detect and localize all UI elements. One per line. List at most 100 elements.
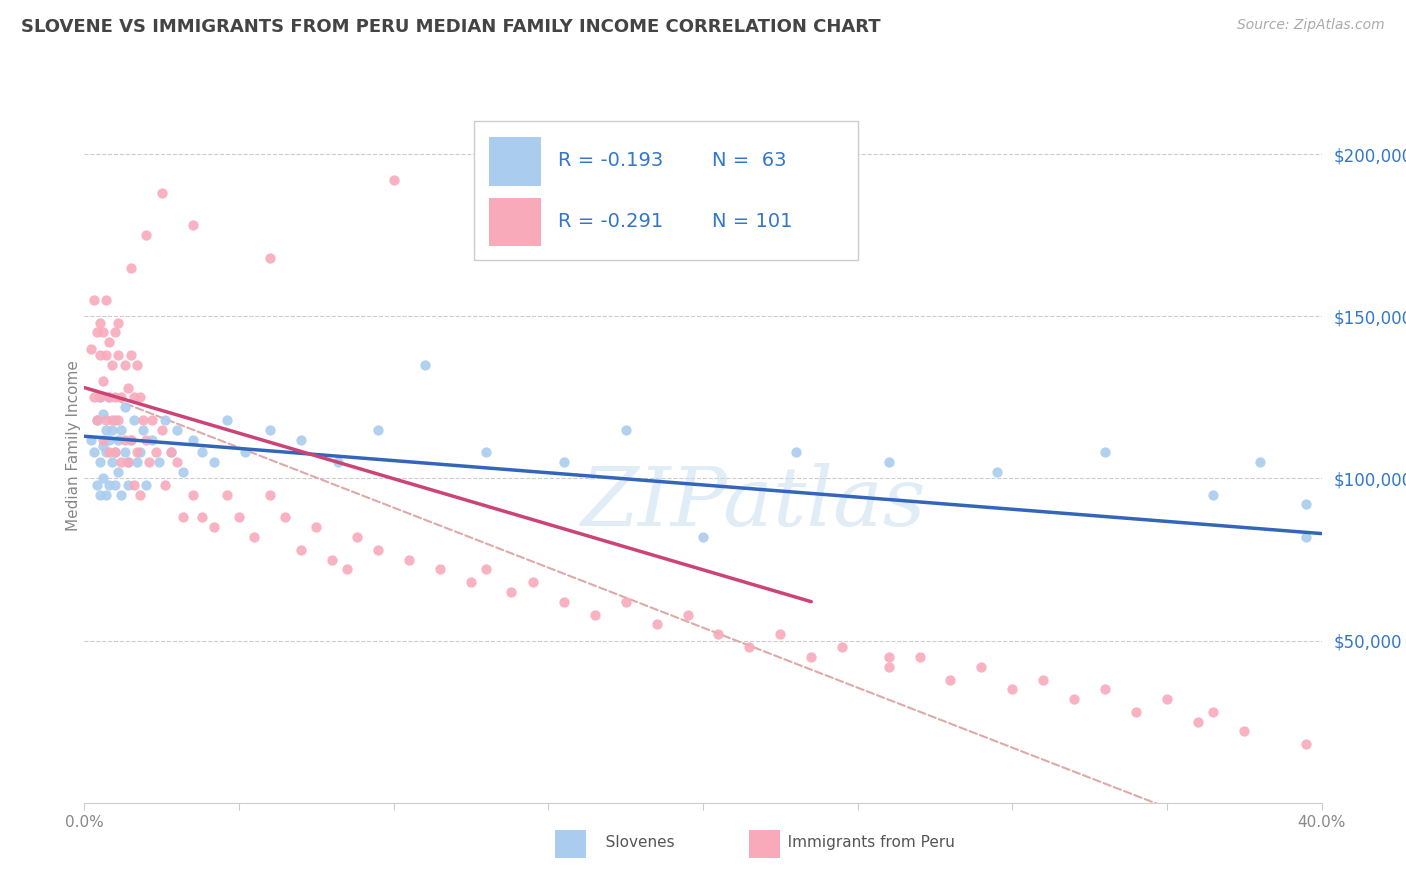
- Point: [145, 445, 167, 459]
- Point: [259, 251, 281, 265]
- Point: [135, 478, 157, 492]
- Point: [114, 445, 136, 459]
- Point: [89, 316, 111, 330]
- Point: [110, 488, 132, 502]
- Point: [336, 562, 359, 576]
- Point: [110, 423, 132, 437]
- Point: [98, 478, 121, 492]
- Point: [908, 649, 931, 664]
- Point: [553, 595, 575, 609]
- Point: [125, 358, 148, 372]
- Point: [114, 358, 136, 372]
- Point: [290, 433, 312, 447]
- Point: [191, 510, 214, 524]
- Point: [83, 390, 105, 404]
- Point: [398, 552, 420, 566]
- Text: SLOVENE VS IMMIGRANTS FROM PERU MEDIAN FAMILY INCOME CORRELATION CHART: SLOVENE VS IMMIGRANTS FROM PERU MEDIAN F…: [21, 18, 880, 36]
- Point: [135, 433, 157, 447]
- Point: [83, 445, 105, 459]
- Point: [125, 455, 148, 469]
- Point: [1295, 497, 1317, 511]
- Point: [501, 585, 523, 599]
- Point: [305, 520, 328, 534]
- Point: [135, 228, 157, 243]
- Point: [94, 348, 117, 362]
- Point: [614, 195, 637, 210]
- Point: [1295, 530, 1317, 544]
- Point: [191, 445, 214, 459]
- Point: [202, 520, 225, 534]
- Point: [202, 455, 225, 469]
- Point: [114, 433, 136, 447]
- Point: [1094, 445, 1116, 459]
- Point: [91, 407, 114, 421]
- Point: [107, 465, 129, 479]
- Point: [939, 673, 962, 687]
- Point: [89, 348, 111, 362]
- Point: [215, 413, 238, 427]
- Point: [1125, 705, 1147, 719]
- Point: [150, 186, 173, 200]
- Point: [877, 649, 900, 664]
- Point: [274, 510, 297, 524]
- Point: [692, 530, 714, 544]
- Y-axis label: Median Family Income: Median Family Income: [66, 360, 80, 532]
- Point: [160, 445, 183, 459]
- Point: [148, 455, 170, 469]
- Point: [346, 530, 368, 544]
- Point: [98, 433, 121, 447]
- Point: [104, 390, 127, 404]
- Point: [91, 326, 114, 340]
- Text: Slovenes: Slovenes: [591, 836, 673, 850]
- Point: [129, 488, 152, 502]
- Point: [94, 413, 117, 427]
- Point: [114, 400, 136, 414]
- Point: [98, 390, 121, 404]
- Point: [150, 423, 173, 437]
- Text: N =  63: N = 63: [711, 151, 786, 170]
- Point: [104, 445, 127, 459]
- Point: [1187, 714, 1209, 729]
- Point: [738, 640, 761, 654]
- Point: [117, 455, 139, 469]
- Text: ZIPatlas: ZIPatlas: [579, 463, 925, 543]
- Point: [153, 478, 176, 492]
- Point: [120, 433, 142, 447]
- Point: [125, 445, 148, 459]
- Point: [120, 260, 142, 275]
- Point: [141, 433, 163, 447]
- Point: [89, 390, 111, 404]
- Point: [676, 607, 699, 622]
- Point: [785, 445, 807, 459]
- Point: [94, 488, 117, 502]
- Point: [98, 390, 121, 404]
- Point: [181, 433, 204, 447]
- Point: [800, 649, 823, 664]
- Point: [259, 488, 281, 502]
- Point: [117, 455, 139, 469]
- Point: [94, 423, 117, 437]
- Point: [475, 562, 498, 576]
- Point: [707, 627, 730, 641]
- Point: [181, 219, 204, 233]
- Point: [89, 390, 111, 404]
- Point: [101, 423, 124, 437]
- Point: [1202, 705, 1225, 719]
- Point: [98, 335, 121, 350]
- Point: [259, 423, 281, 437]
- Point: [122, 478, 145, 492]
- Point: [614, 423, 637, 437]
- Point: [522, 575, 544, 590]
- Text: R = -0.193: R = -0.193: [558, 151, 664, 170]
- Point: [122, 390, 145, 404]
- Point: [132, 423, 155, 437]
- Point: [107, 316, 129, 330]
- Point: [104, 413, 127, 427]
- Point: [1063, 692, 1085, 706]
- Point: [1233, 724, 1256, 739]
- Point: [86, 478, 108, 492]
- Point: [243, 530, 266, 544]
- Point: [1094, 682, 1116, 697]
- Point: [110, 390, 132, 404]
- Point: [91, 439, 114, 453]
